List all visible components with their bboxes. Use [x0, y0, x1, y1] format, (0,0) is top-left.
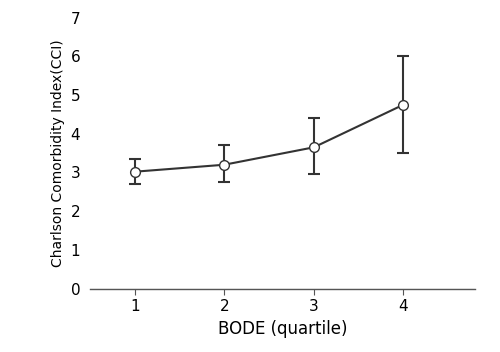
- X-axis label: BODE (quartile): BODE (quartile): [218, 320, 347, 338]
- Y-axis label: Charlson Comorbidity Index(CCI): Charlson Comorbidity Index(CCI): [51, 39, 65, 267]
